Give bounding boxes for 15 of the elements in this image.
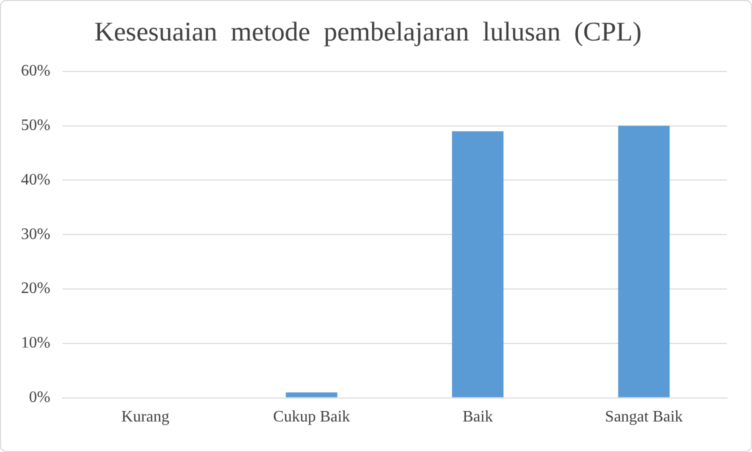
y-tick-label: 0% — [29, 389, 50, 406]
y-tick-label: 50% — [21, 117, 50, 134]
x-tick-label: Cukup Baik — [273, 408, 350, 426]
bar — [618, 126, 670, 398]
bar — [286, 392, 338, 398]
chart-title: Kesesuaian metode pembelajaran lulusan (CPL) — [94, 16, 642, 46]
y-tick-label: 30% — [21, 226, 50, 243]
x-tick-label: Sangat Baik — [605, 408, 683, 426]
y-tick-label: 60% — [21, 62, 50, 80]
y-tick-label: 10% — [21, 334, 50, 352]
y-tick-label: 40% — [21, 171, 50, 188]
x-tick-label: Kurang — [121, 408, 170, 426]
bar — [452, 131, 504, 398]
y-tick-label: 20% — [21, 280, 50, 298]
x-tick-label: Baik — [462, 408, 493, 426]
